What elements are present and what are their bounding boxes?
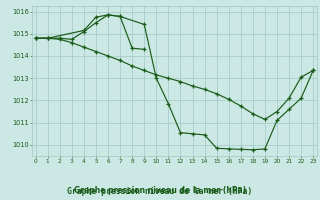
Text: Graphe pression niveau de la mer (hPa): Graphe pression niveau de la mer (hPa) bbox=[74, 186, 246, 195]
Text: Graphe pression niveau de la mer (hPa): Graphe pression niveau de la mer (hPa) bbox=[68, 188, 252, 196]
